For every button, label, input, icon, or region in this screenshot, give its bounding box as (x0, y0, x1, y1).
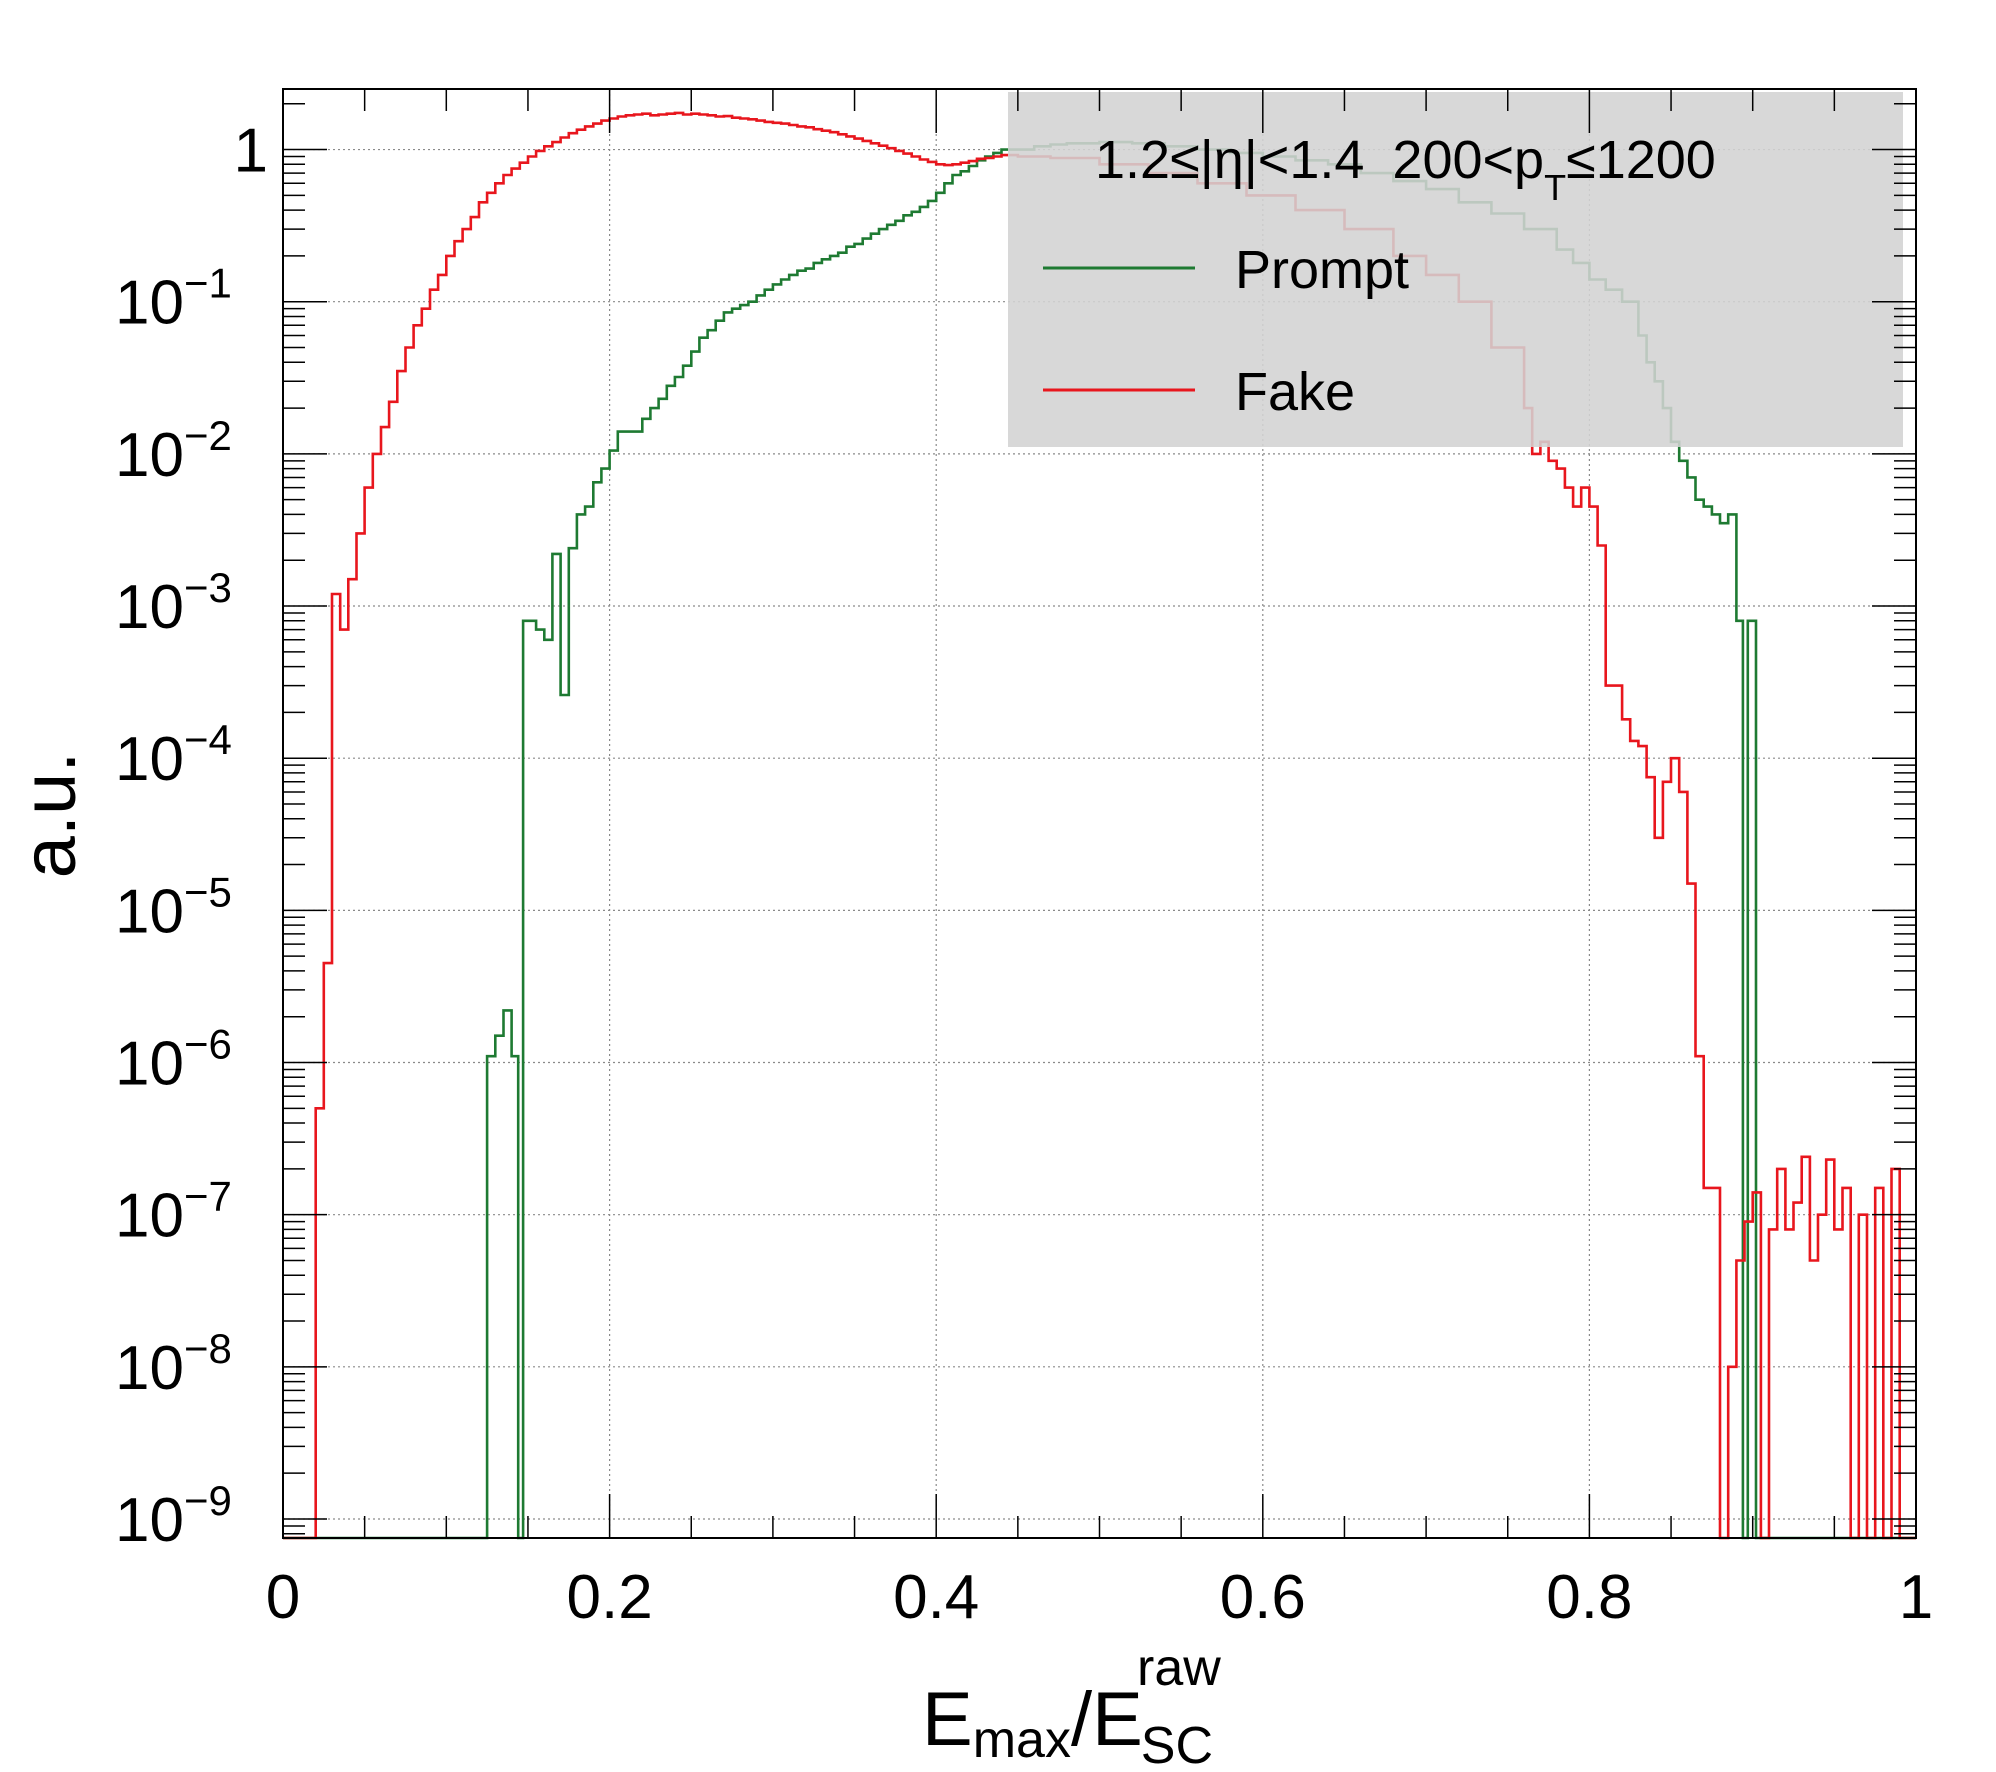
legend-label-prompt: Prompt (1235, 240, 1409, 300)
x-axis-title: Emax/ESCraw (922, 1639, 1221, 1772)
legend-label-fake: Fake (1235, 362, 1355, 422)
x-tick-labels: 0 0.2 0.4 0.6 0.8 1 (266, 1563, 1933, 1632)
y-tick-label: 10−7 (115, 1173, 232, 1251)
x-tick-label: 0.6 (1220, 1563, 1306, 1632)
y-tick-label: 10−4 (115, 716, 232, 794)
y-tick-labels: 1 10−1 10−2 10−3 10−4 10−5 10−6 10−7 10−8 10−9 (115, 117, 268, 1555)
y-tick-label: 10−1 (115, 260, 232, 338)
y-tick-label: 1 (234, 117, 268, 186)
legend-header: 1.2≤|η|<1.4 200<pT≤1200 (1095, 130, 1716, 208)
axis-ticks (282, 89, 1917, 1538)
x-tick-label: 1 (1899, 1563, 1933, 1632)
y-tick-label: 10−9 (115, 1477, 232, 1555)
x-tick-label: 0.2 (566, 1563, 652, 1632)
x-tick-label: 0 (266, 1563, 300, 1632)
series-line-fake (283, 111, 1916, 1540)
x-tick-label: 0.8 (1546, 1563, 1632, 1632)
y-axis-title: a.u. (7, 752, 92, 879)
y-tick-label: 10−3 (115, 564, 232, 642)
y-tick-label: 10−8 (115, 1325, 232, 1403)
legend: 1.2≤|η|<1.4 200<pT≤1200 Prompt Fake (1008, 92, 1903, 447)
x-tick-label: 0.4 (893, 1563, 979, 1632)
y-tick-label: 10−2 (115, 412, 232, 490)
y-tick-label: 10−6 (115, 1021, 232, 1099)
y-tick-label: 10−5 (115, 868, 232, 946)
